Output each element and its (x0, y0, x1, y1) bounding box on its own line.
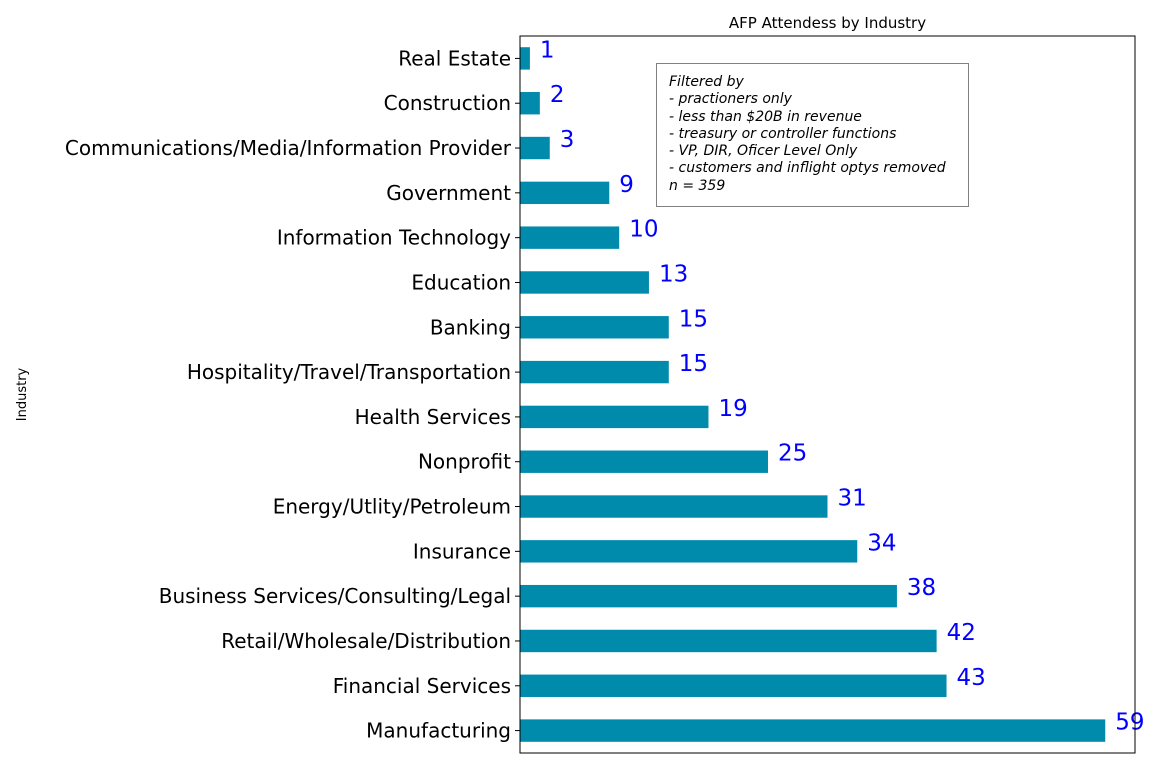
y-tick-label: Business Services/Consulting/Legal (159, 584, 511, 608)
bar (520, 47, 530, 70)
data-label: 1 (540, 37, 555, 63)
annotation-line: - customers and inflight optys removed (669, 160, 946, 177)
bar (520, 226, 620, 249)
bar (520, 629, 937, 653)
bar (520, 674, 947, 697)
annotation-line: - less than $20B in revenue (669, 108, 862, 125)
y-tick-label: Communications/Media/Information Provide… (65, 136, 512, 160)
bar (520, 316, 669, 339)
bar (520, 719, 1106, 742)
data-label: 38 (907, 575, 936, 601)
bar (520, 181, 610, 205)
filter-annotation-box: Filtered by - practioners only - less than… (656, 63, 969, 207)
bar (520, 495, 828, 518)
data-label: 13 (659, 261, 688, 287)
data-label: 31 (838, 486, 867, 512)
data-label: 25 (778, 441, 807, 467)
y-tick-label: Information Technology (277, 226, 511, 250)
y-tick-label: Government (386, 181, 511, 205)
data-label: 34 (867, 530, 896, 556)
data-label: 3 (560, 127, 575, 153)
bar (520, 360, 669, 384)
y-tick-label: Construction (384, 91, 511, 115)
bars-group (520, 47, 1106, 742)
y-tick-label: Banking (430, 315, 511, 339)
y-tick-label: Energy/Utlity/Petroleum (273, 495, 511, 519)
y-tick-label: Financial Services (333, 674, 511, 698)
data-label: 15 (679, 351, 708, 377)
y-tick-label: Manufacturing (366, 719, 511, 743)
y-tick-label: Nonprofit (418, 450, 511, 474)
y-axis-label: Industry (15, 367, 30, 421)
data-label: 15 (679, 306, 708, 332)
annotation-line: - treasury or controller functions (669, 125, 897, 142)
y-tick-label: Insurance (413, 539, 511, 563)
bar (520, 271, 649, 294)
y-tick-label: Hospitality/Travel/Transportation (187, 360, 511, 384)
annotation-line: Filtered by (669, 74, 744, 90)
bar (520, 450, 768, 473)
data-label: 9 (619, 172, 634, 198)
y-tick-label: Education (411, 270, 511, 294)
data-label: 19 (718, 396, 747, 422)
bar (520, 136, 550, 160)
data-label: 10 (629, 217, 658, 243)
data-label: 43 (957, 665, 986, 691)
chart-title: AFP Attendess by Industry (729, 14, 926, 32)
y-tick-label: Real Estate (398, 46, 511, 70)
data-label: 2 (550, 82, 565, 108)
data-label: 42 (947, 620, 976, 646)
bar (520, 92, 540, 115)
data-label: 59 (1115, 710, 1144, 736)
annotation-line: - practioners only (669, 91, 792, 108)
y-tick-label: Retail/Wholesale/Distribution (221, 629, 511, 653)
bar (520, 584, 897, 608)
y-tick-label: Health Services (355, 405, 511, 429)
y-ticks-group: Manufacturing Financial Services Retail/Wh… (65, 46, 520, 743)
annotation-line: n = 359 (669, 177, 726, 194)
bar (520, 540, 858, 563)
plot-frame (519, 35, 1136, 754)
annotation-line: - VP, DIR, Oficer Level Only (669, 143, 858, 160)
bar (520, 405, 709, 429)
